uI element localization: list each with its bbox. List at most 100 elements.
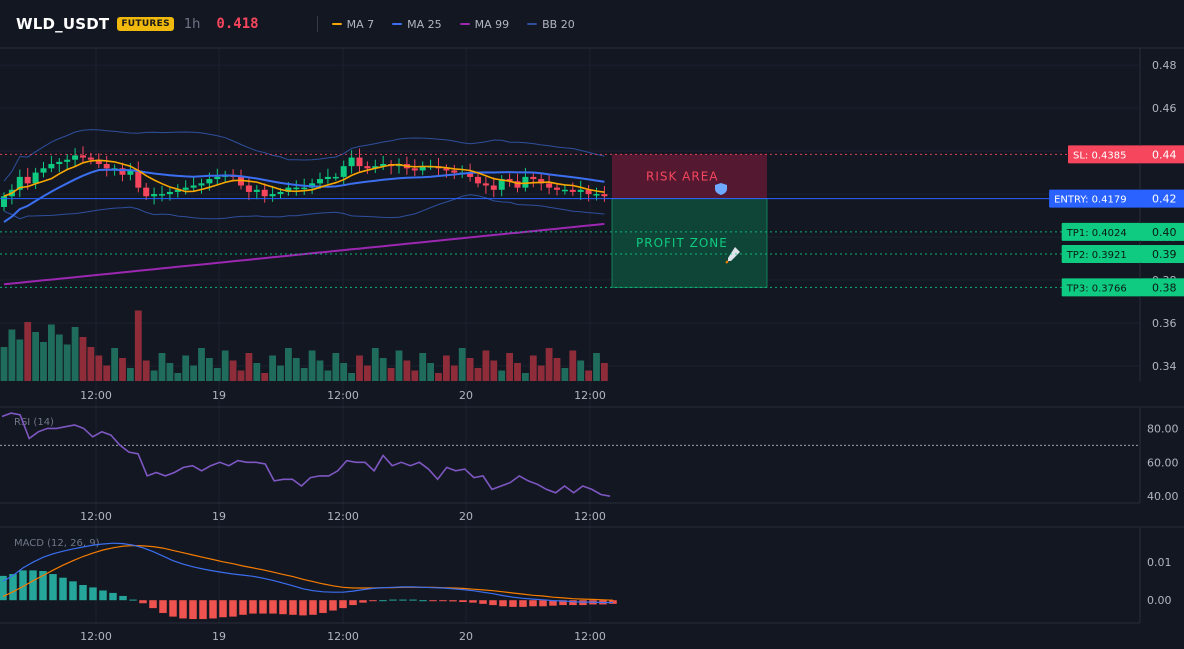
candle[interactable] [72,155,79,160]
candle[interactable] [554,187,560,190]
macd-histogram-bar [189,600,197,620]
candle[interactable] [451,170,458,173]
macd-histogram-bar [339,600,347,609]
candle[interactable] [506,179,513,182]
candle[interactable] [87,157,94,160]
chart-grid [0,47,1184,624]
candle[interactable] [238,176,244,186]
legend-ma7[interactable]: MA 7 [331,18,374,31]
candle[interactable] [143,187,150,197]
candle[interactable] [24,176,31,184]
candle[interactable] [340,166,347,177]
candle[interactable] [174,189,181,192]
candle[interactable] [498,179,505,190]
legend-ma25-label: MA 25 [407,17,442,31]
candle[interactable] [561,189,568,192]
candle[interactable] [293,187,300,190]
candle[interactable] [285,187,292,192]
time-axis-tick: 12:00 [574,389,606,402]
candle[interactable] [127,170,134,175]
candle[interactable] [277,191,284,195]
candle[interactable] [530,176,537,180]
rsi-time-tick: 19 [212,510,226,523]
candle[interactable] [475,176,481,184]
candle[interactable] [577,189,584,192]
volume-bar [253,363,261,381]
candle[interactable] [1,196,7,207]
volume-bar [577,360,585,381]
candle[interactable] [348,157,355,167]
candle[interactable] [64,159,71,162]
macd-panel[interactable]: MACD (12, 26, 9) 0.01 0.00 12:00 19 12:00 20 12… [0,538,1172,643]
candle[interactable] [261,189,268,197]
candle[interactable] [48,164,55,169]
candle[interactable] [411,168,418,171]
bollinger-lower-line [3,194,605,220]
candle[interactable] [253,189,260,192]
candle[interactable] [467,172,474,177]
candle[interactable] [16,176,23,190]
candle[interactable] [151,194,158,197]
symbol-name[interactable]: WLD_USDT [16,15,110,33]
candle[interactable] [546,183,553,188]
candle[interactable] [206,179,213,184]
volume-bar [79,337,87,381]
candle[interactable] [538,179,545,184]
candle[interactable] [482,183,489,186]
ma7-swatch [331,23,342,25]
level-axis-box [1141,222,1184,241]
candle[interactable] [514,181,521,188]
candle[interactable] [301,187,308,190]
legend-ma99[interactable]: MA 99 [459,18,509,31]
macd-histogram-bar [439,600,447,602]
volume-bar [553,358,561,381]
interval-selector[interactable]: 1h [183,16,201,32]
candle[interactable] [443,168,450,171]
profit-zone [611,198,768,288]
candle[interactable] [522,176,529,188]
candle[interactable] [269,194,276,197]
candle[interactable] [80,155,86,158]
candle[interactable] [159,194,165,196]
volume-bar [166,363,174,381]
macd-histogram-bar [29,570,37,601]
candle[interactable] [324,176,331,180]
candle[interactable] [135,170,142,188]
candle[interactable] [166,191,173,195]
candle[interactable] [214,176,221,180]
candle[interactable] [190,185,197,188]
legend-bb20[interactable]: BB 20 [527,18,575,31]
volume-bar [261,373,269,381]
candle[interactable] [317,179,323,184]
candle[interactable] [103,164,110,169]
macd-histogram-bar [109,592,117,601]
ma99-swatch [459,23,470,25]
candle[interactable] [182,187,189,190]
candle[interactable] [32,172,39,184]
macd-histogram-bar [129,599,137,601]
candle[interactable] [95,159,102,165]
candle[interactable] [56,161,63,165]
level-axis-label: 0.39 [1152,248,1177,261]
candle[interactable] [593,194,600,196]
candle[interactable] [198,183,205,186]
rsi-panel[interactable]: RSI (14) 80.00 60.00 40.00 12:00 19 12:00 20 12:… [0,412,1179,523]
candle[interactable] [569,189,576,192]
candle[interactable] [364,166,371,169]
candle[interactable] [356,157,363,167]
candle[interactable] [490,185,497,190]
candle[interactable] [380,164,387,167]
candle[interactable] [332,176,339,179]
candle[interactable] [585,189,592,195]
legend-ma25[interactable]: MA 25 [392,18,442,31]
price-panel[interactable]: 0.48 0.46 0.44 0.42 0.40 0.38 0.36 0.34 RISK ARE… [0,59,1184,402]
volume-bar [229,360,237,381]
candle[interactable] [119,168,126,175]
candle[interactable] [245,185,252,192]
candle[interactable] [40,168,47,173]
macd-histogram-bar [329,600,337,611]
candle[interactable] [419,166,426,171]
candle[interactable] [601,194,608,197]
candle[interactable] [372,166,379,169]
